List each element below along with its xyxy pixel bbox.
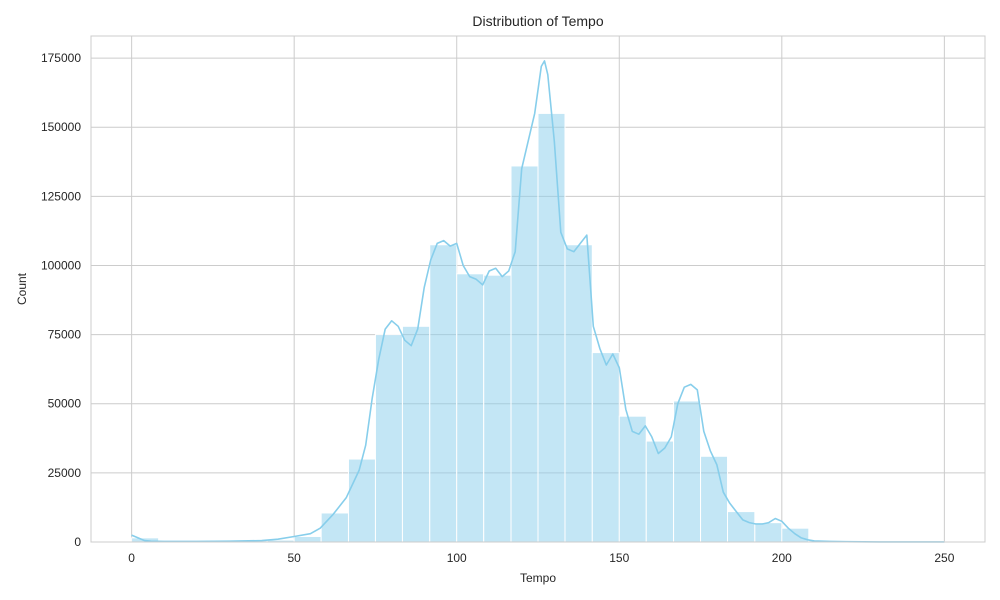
plot-frame xyxy=(90,35,986,543)
histogram-bar xyxy=(293,535,322,543)
x-tick-label: 50 xyxy=(288,551,302,565)
x-tick-label: 250 xyxy=(934,551,954,565)
y-tick-labels: 0 25000 50000 75000 100000 125000 150000 175000 xyxy=(41,51,81,549)
x-axis-label: Tempo xyxy=(520,571,556,585)
y-tick-label: 25000 xyxy=(48,466,82,480)
y-tick-label: 50000 xyxy=(48,397,82,411)
x-tick-label: 200 xyxy=(772,551,792,565)
histogram-bar xyxy=(564,244,593,543)
y-axis-label: Count xyxy=(15,272,29,305)
histogram-bar xyxy=(320,512,349,543)
y-tick-label: 100000 xyxy=(41,258,81,272)
histogram-bar xyxy=(754,522,783,543)
histogram-bar xyxy=(374,334,403,543)
y-tick-label: 75000 xyxy=(48,328,82,342)
x-tick-labels: 0 50 100 150 200 250 xyxy=(128,551,954,565)
histogram-bar xyxy=(645,440,675,543)
kde-line xyxy=(131,60,945,543)
histogram-bar xyxy=(700,455,729,543)
x-tick-label: 0 xyxy=(128,551,135,565)
histogram-bar xyxy=(591,352,620,543)
x-tick-label: 150 xyxy=(609,551,629,565)
histogram-bar xyxy=(673,400,702,543)
histogram-bar xyxy=(510,165,539,543)
histogram-bar xyxy=(618,415,647,543)
y-tick-label: 150000 xyxy=(41,120,81,134)
histogram-bar xyxy=(347,458,376,543)
histogram-bar xyxy=(401,325,431,543)
histogram-bar xyxy=(456,273,485,543)
histogram-bar xyxy=(781,527,810,543)
y-tick-label: 125000 xyxy=(41,189,81,203)
histogram-bar xyxy=(727,511,756,543)
histogram-bar xyxy=(429,244,458,543)
chart-title: Distribution of Tempo xyxy=(472,13,603,29)
y-tick-label: 0 xyxy=(74,535,81,549)
histogram-bars xyxy=(131,112,945,543)
histogram-bar xyxy=(537,112,566,543)
y-tick-label: 175000 xyxy=(41,51,81,65)
x-tick-label: 100 xyxy=(447,551,467,565)
histogram-bar xyxy=(483,274,512,543)
kde-curve xyxy=(131,60,945,543)
